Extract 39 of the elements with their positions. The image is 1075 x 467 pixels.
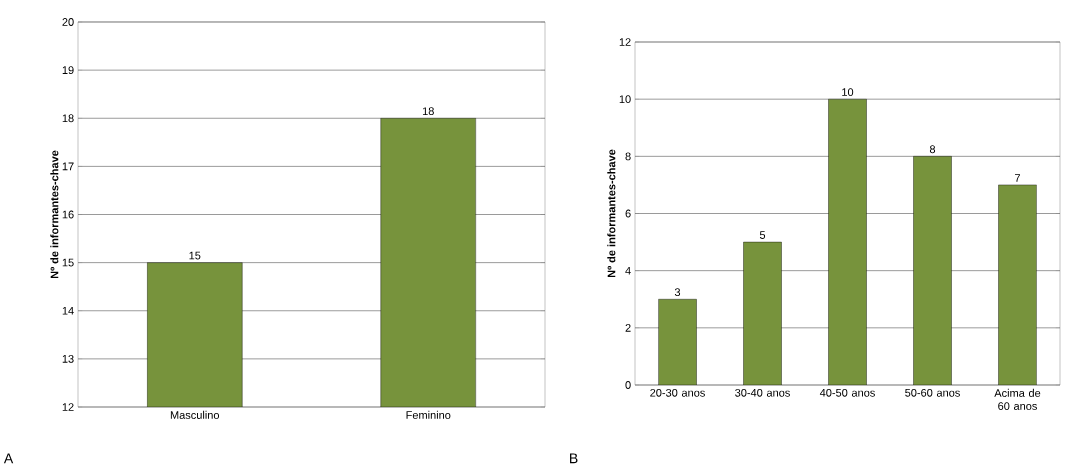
- data-label: 5: [759, 231, 766, 239]
- data-label: 3: [674, 288, 681, 297]
- data-label: 8: [929, 145, 936, 154]
- x-tick-label: Masculino: [170, 410, 220, 419]
- y-tick-label: 12: [62, 403, 74, 411]
- y-tick-label: 17: [62, 162, 74, 171]
- y-tick-label: 20: [62, 18, 74, 26]
- y-axis-title: Nº de informantes-chave: [607, 149, 616, 278]
- x-tick-label: 20-30 anos: [650, 388, 705, 397]
- y-tick-label: 10: [619, 95, 631, 104]
- y-tick-label: 14: [62, 306, 74, 315]
- y-tick-label: 16: [62, 210, 74, 219]
- x-tick-label: 40-50 anos: [819, 388, 875, 397]
- data-label: 18: [422, 107, 434, 116]
- text: A: [3, 453, 14, 464]
- y-tick-label: 2: [625, 324, 631, 332]
- y-tick-label: 15: [62, 258, 74, 267]
- y-tick-label: 18: [62, 114, 74, 123]
- data-label: 15: [189, 251, 201, 260]
- y-tick-label: 8: [625, 152, 631, 161]
- y-tick-label: 6: [625, 209, 631, 218]
- x-tick-label: 50-60 anos: [905, 388, 960, 397]
- y-tick-label: 12: [619, 38, 631, 46]
- bar: [743, 241, 782, 385]
- bar: [998, 184, 1037, 385]
- y-tick-label: 0: [625, 381, 631, 389]
- data-label: 10: [842, 88, 854, 96]
- bar: [913, 156, 952, 385]
- x-tick-label: 30-40 anos: [735, 388, 790, 397]
- y-tick-label: 4: [625, 266, 631, 275]
- x-tick-label: Acima de 60 anos: [994, 388, 1041, 410]
- bar: [828, 98, 867, 385]
- bar: [658, 299, 697, 385]
- y-tick-label: 19: [62, 66, 74, 75]
- data-label: 7: [1015, 174, 1021, 182]
- text: B: [570, 453, 578, 464]
- x-tick-label: Feminino: [406, 410, 451, 419]
- y-axis-title: Nº de informantes-chave: [50, 150, 59, 279]
- y-tick-label: 13: [62, 354, 74, 363]
